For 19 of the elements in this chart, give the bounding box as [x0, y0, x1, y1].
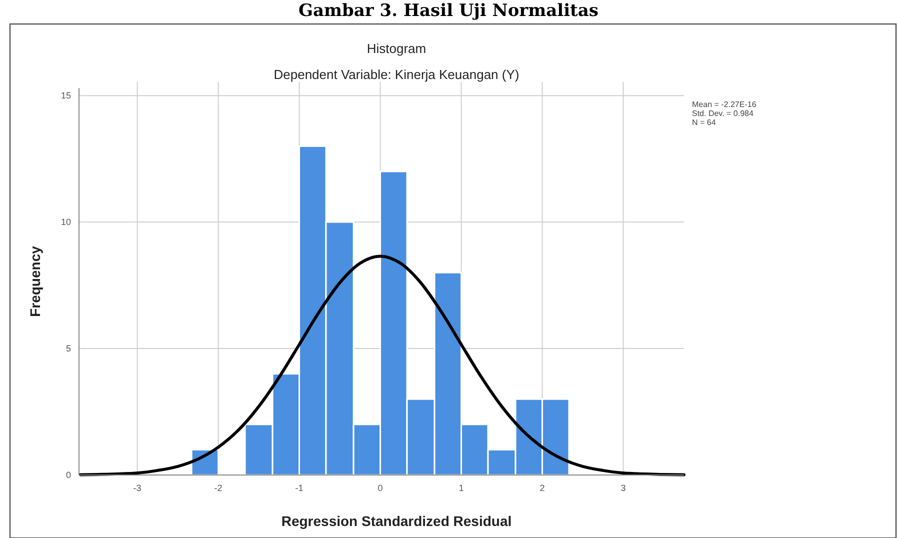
- text: Gambar 3. Hasil Uji Normalitas: [298, 1, 598, 21]
- chart-subtitle: Dependent Variable: Kinerja Keuangan (Y): [274, 67, 520, 82]
- y-axis-title: Frequency: [27, 246, 43, 317]
- x-tick-label: 0: [378, 483, 383, 493]
- y-tick-label: 5: [66, 344, 71, 354]
- x-tick-label: -2: [214, 483, 222, 493]
- text: Std. Dev. = 0.984: [692, 109, 754, 118]
- y-tick-label: 10: [60, 217, 71, 228]
- text: N = 64: [692, 118, 716, 127]
- x-tick-label: 2: [540, 483, 545, 493]
- x-tick-label: -3: [133, 483, 142, 493]
- y-tick-label: 0: [66, 470, 71, 480]
- x-tick-label: 3: [620, 483, 626, 493]
- x-tick-label: -1: [295, 483, 304, 493]
- chart-title: Histogram: [366, 41, 426, 56]
- x-axis-title: Regression Standardized Residual: [281, 513, 512, 529]
- y-tick-label: 15: [60, 90, 71, 101]
- x-tick-label: 1: [458, 483, 464, 493]
- text: Mean = -2.27E-16: [692, 100, 757, 109]
